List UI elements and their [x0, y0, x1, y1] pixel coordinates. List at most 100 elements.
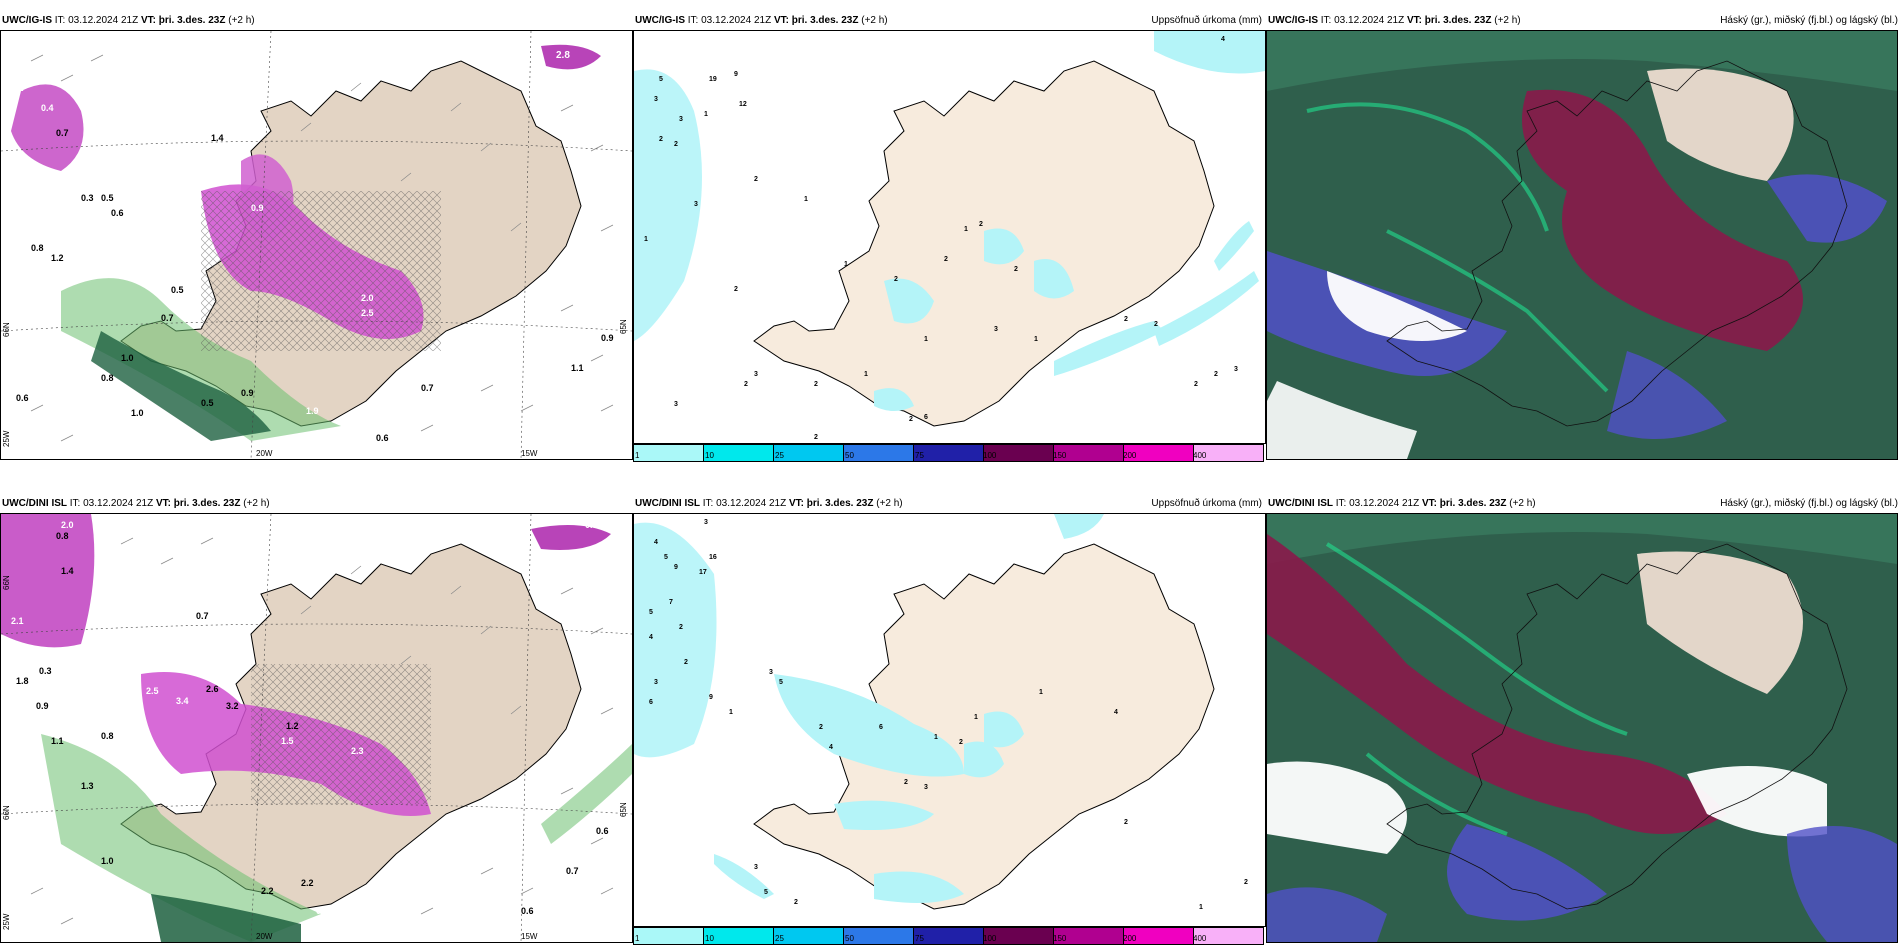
precip-value: 3 — [1234, 366, 1238, 373]
precip-value: 4 — [654, 539, 658, 546]
wind-value-label: 0.4 — [41, 103, 54, 113]
lat-label: 25W — [2, 913, 11, 930]
green-band — [61, 278, 341, 441]
precip-value: 1 — [804, 196, 808, 203]
precip-value: 1 — [704, 111, 708, 118]
colorbar-swatch — [844, 445, 914, 461]
precip-value: 3 — [674, 401, 678, 408]
precip-value: 2 — [814, 381, 818, 388]
panel-wind-dini-isl: UWC/DINI ISL IT: 03.12.2024 21Z VT: þri.… — [0, 495, 633, 947]
hatch-area — [251, 664, 431, 804]
precip-map-svg: 3 4 5 9 16 17 7 5 4 2 3 6 9 2 1 3 5 2 4 … — [634, 514, 1248, 911]
precip-value: 1 — [729, 709, 733, 716]
precip-value: 3 — [754, 864, 758, 871]
wind-value-label: 0.6 — [111, 208, 124, 218]
wind-value-label: 0.6 — [596, 826, 609, 836]
lon-label: 15W — [521, 449, 538, 458]
purple-region-3 — [531, 525, 611, 550]
model-name: UWC/DINI ISL — [2, 498, 67, 509]
wind-value-label: 0.3 — [81, 193, 94, 203]
panel-title: UWC/IG-IS IT: 03.12.2024 21Z VT: þri. 3.… — [635, 15, 888, 26]
precip-value: 2 — [1244, 879, 1248, 886]
precip-value: 2 — [814, 434, 818, 441]
wind-value-label: 2.1 — [11, 616, 24, 626]
lat-label: 25W — [2, 430, 11, 447]
colorbar-swatch — [1054, 928, 1124, 944]
cloud-title: Háský (gr.), miðský (fj.bl.) og lágský (… — [1720, 15, 1898, 26]
wind-value-label: 1.1 — [571, 363, 584, 373]
lat-label: 65N — [619, 319, 628, 334]
precip-map[interactable]: 4 3 19 5 9 2 3 12 1 2 3 1 2 2 1 3 1 2 2 … — [633, 30, 1266, 444]
colorbar-swatch — [704, 445, 774, 461]
colorbar-tick: 100 — [983, 934, 997, 943]
precip-value: 3 — [754, 371, 758, 378]
colorbar-tick: 25 — [775, 934, 784, 943]
precip-map[interactable]: 3 4 5 9 16 17 7 5 4 2 3 6 9 2 1 3 5 2 4 … — [633, 513, 1266, 927]
colorbar-swatch — [914, 928, 984, 944]
iceland-outline — [1386, 60, 1848, 427]
cloud-title: Háský (gr.), miðský (fj.bl.) og lágský (… — [1720, 498, 1898, 509]
wind-value-label: 0.3 — [39, 666, 52, 676]
cloud-map-svg — [1267, 31, 1897, 459]
wind-value-label: 0.5 — [585, 520, 598, 530]
precip-value: 4 — [1221, 36, 1225, 43]
precip-value: 6 — [924, 414, 928, 421]
wind-value-label: 0.5 — [101, 193, 114, 203]
precip-value: 2 — [1014, 266, 1018, 273]
colorbar-tick: 200 — [1123, 934, 1137, 943]
precip-value: 5 — [664, 554, 668, 561]
cloud-high-bright — [1267, 31, 1897, 91]
wind-value-label: 0.8 — [101, 731, 114, 741]
panel-title: UWC/IG-IS IT: 03.12.2024 21Z VT: þri. 3.… — [2, 15, 255, 26]
colorbar-tick: 75 — [915, 934, 924, 943]
colorbar-tick: 1 — [635, 934, 640, 943]
clear-white-1 — [1267, 761, 1407, 854]
cloud-mid — [1522, 89, 1803, 351]
wind-map-svg: 2.8 0.2 0.4 0.7 0.5 0.6 1.4 0.8 0.9 1.0 … — [1, 31, 632, 459]
precip-value: 1 — [1039, 689, 1043, 696]
precip-value: 1 — [644, 236, 648, 243]
precip-value: 12 — [739, 101, 747, 108]
colorbar-tick: 10 — [705, 934, 714, 943]
clear-white-1 — [1327, 271, 1467, 341]
wind-value-label: 0.8 — [31, 243, 44, 253]
precip-value: 6 — [649, 699, 653, 706]
panel-title: UWC/DINI ISL IT: 03.12.2024 21Z VT: þri.… — [2, 498, 270, 509]
wind-value-label: 0.6 — [16, 393, 29, 403]
wind-value-label: 1.2 — [51, 253, 64, 263]
precip-value: 2 — [734, 286, 738, 293]
cloud-map[interactable] — [1266, 513, 1898, 943]
grid-lines — [1, 514, 632, 942]
colorbar-swatch — [984, 445, 1054, 461]
panel-precip-dini-isl: UWC/DINI ISL IT: 03.12.2024 21Z VT: þri.… — [633, 495, 1266, 947]
colorbar-tick: 200 — [1123, 451, 1137, 460]
purple-region-1 — [1, 514, 95, 648]
wind-value-label: 1.4 — [211, 133, 224, 143]
precip-value: 2 — [819, 724, 823, 731]
model-name: UWC/IG-IS — [1268, 15, 1318, 26]
panel-cloud-ig-is: UWC/IG-IS IT: 03.12.2024 21Z VT: þri. 3.… — [1266, 12, 1900, 464]
precip-value: 2 — [754, 176, 758, 183]
cloud-map[interactable] — [1266, 30, 1898, 460]
wind-value-label: 0.9 — [251, 203, 264, 213]
precip-value: 3 — [924, 784, 928, 791]
colorbar-swatch — [1054, 445, 1124, 461]
wind-map[interactable]: 2.0 0.8 0.5 1.4 2.1 0.7 0.3 1.8 0.9 2.5 … — [0, 513, 633, 943]
cloud-low-1 — [1447, 824, 1607, 921]
wind-value-label: 0.9 — [241, 388, 254, 398]
precip-value: 1 — [1199, 904, 1203, 911]
precip-shading — [634, 514, 1104, 903]
precip-value: 3 — [679, 116, 683, 123]
wind-map[interactable]: 2.8 0.2 0.4 0.7 0.5 0.6 1.4 0.8 0.9 1.0 … — [0, 30, 633, 460]
colorbar-swatch — [1194, 928, 1263, 944]
wind-value-label: 0.9 — [601, 333, 614, 343]
precip-value: 3 — [704, 519, 708, 526]
wind-value-label: 1.0 — [101, 856, 114, 866]
precip-value: 2 — [684, 659, 688, 666]
colorbar-swatch — [1194, 445, 1263, 461]
colorbar-tick: 50 — [845, 934, 854, 943]
precip-value: 6 — [879, 724, 883, 731]
colorbar-tick: 150 — [1053, 451, 1067, 460]
wind-value-label: 2.2 — [301, 878, 314, 888]
cloud-low-3 — [1787, 826, 1897, 942]
